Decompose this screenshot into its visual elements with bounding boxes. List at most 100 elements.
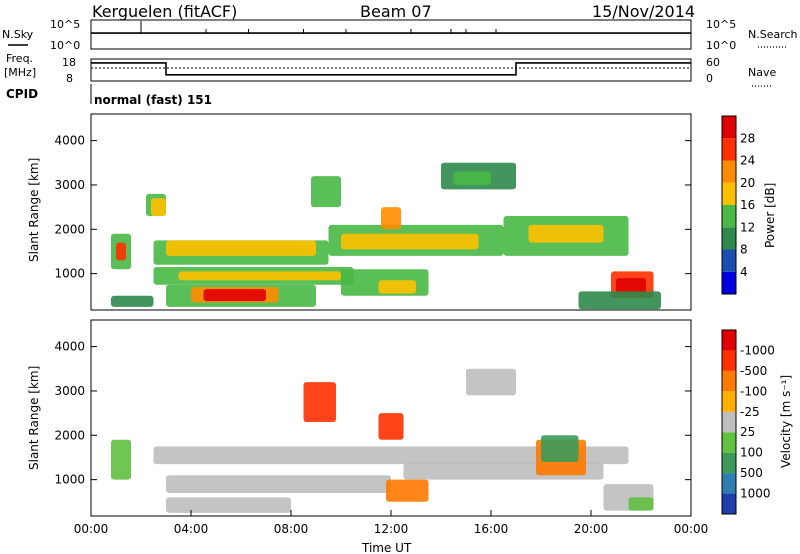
nsky-panel-frame xyxy=(90,19,692,50)
y-tick-label-1: 2000 xyxy=(54,428,85,442)
beam-title: Beam 07 xyxy=(360,2,432,21)
velocity-y-axis-label: Slant Range [km] xyxy=(27,366,41,470)
scatter-region-1 xyxy=(116,242,126,261)
colorbar-tick-1: 8 xyxy=(740,243,748,257)
y-tick-label-3: 4000 xyxy=(54,340,85,354)
scatter-region-7 xyxy=(341,233,479,250)
colorbar-swatch-1 xyxy=(722,473,736,494)
power-y-axis-label: Slant Range [km] xyxy=(27,158,41,262)
velocity-colorbar-label: Velocity [m s⁻¹] xyxy=(779,375,793,468)
power-colorbar: 4 8 12 16 20 24 28 xyxy=(721,115,755,295)
colorbar-tick-0: 1000 xyxy=(740,487,771,501)
date-title: 15/Nov/2014 xyxy=(592,2,695,21)
colorbar-swatch-3 xyxy=(722,205,736,228)
freq-panel-frame xyxy=(90,58,692,82)
x-tick-label-0: 00:00 xyxy=(74,522,109,536)
colorbar-swatch-2 xyxy=(722,227,736,250)
scatter-region-16 xyxy=(203,289,266,302)
power-panel: 1000 2000 3000 4000 Slant Range [km] xyxy=(27,113,692,311)
colorbar-tick-5: -100 xyxy=(740,384,767,398)
scatter-region-17 xyxy=(311,176,341,208)
nave-tick-top: 60 xyxy=(706,56,720,69)
colorbar-swatch-4 xyxy=(722,182,736,205)
x-tick-label-2: 08:00 xyxy=(274,522,309,536)
scatter-region-6 xyxy=(386,479,429,502)
cpid-label: CPID xyxy=(6,87,38,101)
nsky-tick-top: 10^5 xyxy=(50,18,80,31)
station-title: Kerguelen (fitACF) xyxy=(92,2,237,21)
colorbar-swatch-3 xyxy=(722,432,736,453)
scatter-region-0 xyxy=(111,439,131,480)
scatter-region-22 xyxy=(616,278,646,294)
power-y-ticks: 1000 2000 3000 4000 xyxy=(54,134,691,281)
colorbar-tick-4: -25 xyxy=(740,405,760,419)
nave-label: Nave xyxy=(748,66,776,79)
scatter-region-5 xyxy=(378,413,404,440)
x-tick-label-4: 16:00 xyxy=(474,522,509,536)
velocity-data-layer xyxy=(111,368,654,513)
scatter-region-12 xyxy=(166,497,291,513)
colorbar-swatch-4 xyxy=(722,411,736,433)
velocity-y-ticks: 1000 2000 3000 4000 xyxy=(54,340,691,487)
colorbar-swatch-2 xyxy=(722,452,736,474)
colorbar-tick-0: 4 xyxy=(740,265,748,279)
scatter-region-11 xyxy=(178,271,341,281)
power-data-layer xyxy=(111,162,661,310)
colorbar-tick-1: 500 xyxy=(740,466,763,480)
scatter-region-9 xyxy=(528,224,604,243)
scatter-region-18 xyxy=(381,207,401,230)
x-tick-label-5: 20:00 xyxy=(574,522,609,536)
nsearch-tick-bottom: 10^0 xyxy=(706,39,736,52)
colorbar-tick-3: 16 xyxy=(740,198,755,212)
power-colorbar-label: Power [dB] xyxy=(763,183,777,248)
y-tick-label-2: 3000 xyxy=(54,178,85,192)
cpid-value: normal (fast) 151 xyxy=(94,93,212,107)
nsearch-label: N.Search xyxy=(748,28,798,41)
freq-tick-top: 18 xyxy=(62,56,76,69)
colorbar-tick-6: -500 xyxy=(740,364,767,378)
colorbar-tick-7: -1000 xyxy=(740,343,775,357)
colorbar-swatch-6 xyxy=(722,370,736,392)
colorbar-tick-2: 100 xyxy=(740,446,763,460)
power-panel-frame xyxy=(90,113,692,311)
colorbar-swatch-8 xyxy=(722,330,736,351)
scatter-region-24 xyxy=(111,295,154,307)
colorbar-tick-6: 28 xyxy=(740,131,755,145)
colorbar-swatch-0 xyxy=(722,493,736,514)
y-tick-label-0: 1000 xyxy=(54,473,85,487)
nsky-label: N.Sky xyxy=(2,28,34,41)
y-tick-label-1: 2000 xyxy=(54,222,85,236)
nsky-trace xyxy=(91,21,691,34)
velocity-panel: 1000 2000 3000 4000 00:00 04:00 08:00 12:00 16:… xyxy=(27,319,709,554)
scatter-region-9 xyxy=(541,435,579,462)
colorbar-swatch-0 xyxy=(722,271,736,294)
colorbar-swatch-7 xyxy=(722,350,736,371)
scatter-region-23 xyxy=(578,291,661,310)
scatter-region-1 xyxy=(153,446,629,465)
colorbar-swatch-7 xyxy=(722,116,736,139)
colorbar-swatch-5 xyxy=(722,160,736,183)
freq-label-line1: Freq. xyxy=(6,52,33,65)
scatter-region-3 xyxy=(151,198,166,216)
freq-trace xyxy=(91,62,691,76)
colorbar-swatch-1 xyxy=(722,249,736,272)
scatter-region-5 xyxy=(166,240,316,256)
nave-tick-bottom: 0 xyxy=(706,72,713,85)
colorbar-frame xyxy=(721,329,737,515)
nsearch-tick-top: 10^5 xyxy=(706,18,736,31)
velocity-x-ticks: 00:00 04:00 08:00 12:00 16:00 20:00 00:00 xyxy=(74,510,709,536)
nsky-tick-bottom: 10^0 xyxy=(50,39,80,52)
y-tick-label-3: 4000 xyxy=(54,134,85,148)
colorbar-tick-3: 25 xyxy=(740,425,755,439)
velocity-colorbar: 1000 500 100 25 -25 -100 -500 -1000 xyxy=(721,329,775,515)
scatter-region-13 xyxy=(378,280,416,294)
y-tick-label-2: 3000 xyxy=(54,384,85,398)
freq-tick-bottom: 8 xyxy=(66,72,73,85)
colorbar-frame xyxy=(721,115,737,295)
x-tick-label-3: 12:00 xyxy=(374,522,409,536)
freq-label-line2: [MHz] xyxy=(4,66,36,79)
x-tick-label-1: 04:00 xyxy=(174,522,209,536)
colorbar-tick-2: 12 xyxy=(740,220,755,234)
x-tick-label-6: 00:00 xyxy=(674,522,709,536)
